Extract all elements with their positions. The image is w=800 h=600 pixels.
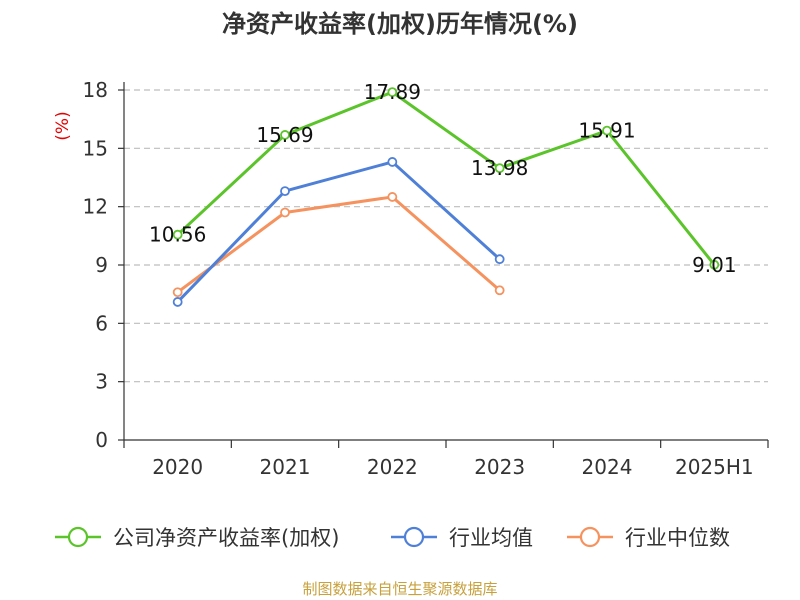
y-tick-label: 9 — [95, 253, 108, 277]
data-point — [387, 157, 398, 167]
data-point — [387, 87, 398, 98]
y-tick-label: 12 — [83, 195, 108, 219]
legend-marker — [579, 526, 601, 548]
x-tick-label-2023: 2023 — [474, 455, 525, 479]
grid-lines — [124, 89, 768, 383]
y-tick-label: 0 — [95, 428, 108, 452]
data-label-2023: 13.98 — [471, 156, 528, 180]
data-label-2025H1: 9.01 — [692, 253, 737, 277]
data-label-2024: 15.91 — [578, 119, 635, 143]
data-label-2021: 15.69 — [256, 123, 313, 147]
y-tick-label: 3 — [95, 370, 108, 394]
data-point — [172, 297, 183, 307]
legend-marker — [67, 526, 89, 548]
series-group — [172, 87, 720, 307]
data-label-2020: 10.56 — [149, 223, 206, 247]
data-point — [494, 285, 505, 296]
x-tick-label-2025H1: 2025H1 — [675, 455, 754, 479]
data-point — [494, 254, 505, 265]
data-point — [172, 287, 183, 298]
data-point — [387, 192, 398, 202]
source-note: 制图数据来自恒生聚源数据库 — [302, 580, 497, 598]
y-axis-unit: (%) — [53, 111, 73, 140]
data-point — [602, 125, 612, 136]
x-tick-label-2022: 2022 — [367, 455, 418, 479]
legend-item-1: 行业均值 — [449, 526, 533, 550]
axes: 0 3 6 9 12 15 18 2020 2021 2022 2023 2024 2025H1 — [83, 78, 769, 479]
data-point — [280, 130, 290, 140]
x-tick-label-2021: 2021 — [260, 455, 311, 479]
y-tick-label: 18 — [83, 78, 108, 102]
y-tick-label: 6 — [95, 311, 108, 335]
series-line-公司净资产收益率(加权) — [176, 90, 716, 266]
data-labels: 10.56 15.69 17.89 13.98 15.91 9.01 — [149, 80, 737, 277]
data-point — [280, 207, 290, 218]
data-point — [494, 163, 505, 174]
data-point — [172, 229, 183, 240]
legend-item-2: 行业中位数 — [625, 526, 730, 550]
y-tick-label: 15 — [83, 136, 108, 160]
series-line-行业中位数 — [176, 195, 501, 294]
data-point — [709, 259, 720, 270]
legend-marker — [403, 526, 425, 548]
legend-item-0: 公司净资产收益率(加权) — [113, 526, 339, 550]
data-point — [280, 186, 290, 197]
x-tick-label-2020: 2020 — [152, 455, 203, 479]
series-line-行业均值 — [176, 160, 501, 303]
data-label-2022: 17.89 — [364, 80, 421, 104]
chart-title: 净资产收益率(加权)历年情况(%) — [222, 10, 578, 38]
legend: 公司净资产收益率(加权) 行业均值 行业中位数 — [55, 526, 730, 550]
x-tick-label-2024: 2024 — [582, 455, 633, 479]
